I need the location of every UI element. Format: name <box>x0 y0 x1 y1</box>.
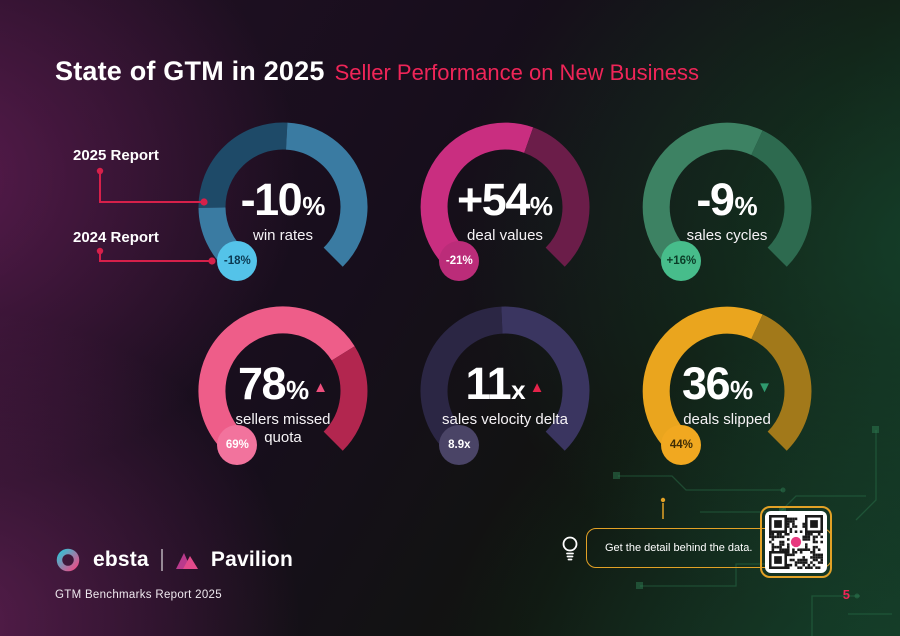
gauge-value-number: 36 <box>681 358 731 409</box>
gauge-arc <box>642 122 812 272</box>
gauge-label: deal values <box>467 227 543 244</box>
gauge-value: -10 % <box>240 174 326 225</box>
gauge-center: -10 % win rates <box>188 112 378 302</box>
gauge-value-number: -9 <box>696 174 735 225</box>
gauge-value: 78 % ▲ <box>237 358 329 409</box>
title-main: State of GTM in 2025 <box>55 56 325 86</box>
gauge-badge-2024: 69% <box>217 425 258 466</box>
gauge-value-suffix: % <box>302 191 326 221</box>
trend-up-icon: ▲ <box>313 379 329 396</box>
lightbulb-icon <box>562 536 578 561</box>
gauge-sales-cycles: -9 % sales cycles +16% <box>632 112 822 302</box>
brand-divider <box>160 549 163 571</box>
gauge-arc <box>642 306 812 456</box>
gauge-value-suffix: x <box>511 375 526 405</box>
gauge-value-number: +54 <box>457 174 530 225</box>
gauge-center: 11 x ▲ sales velocity delta <box>410 296 600 486</box>
callout-text: Get the detail behind the data. <box>605 542 753 554</box>
gauge-label: deals slipped <box>683 411 771 428</box>
gauge-label: sales cycles <box>686 227 768 244</box>
gauge-value: 11 x ▲ <box>465 358 545 409</box>
gauge-sellers-missed-quota: 78 % ▲ sellers missed quota 69% <box>188 296 378 486</box>
gauge-sales-velocity-delta: 11 x ▲ sales velocity delta 8.9x <box>410 296 600 486</box>
ebsta-wordmark: ebsta <box>93 548 149 571</box>
footer-brands: ebsta Pavilion <box>55 547 293 573</box>
gauge-arc <box>198 306 368 456</box>
gauge-badge-2024: +16% <box>661 241 702 282</box>
trend-down-icon: ▼ <box>757 379 773 396</box>
gauge-center: -9 % sales cycles <box>632 112 822 302</box>
trend-up-icon: ▲ <box>529 379 545 396</box>
gauge-deal-values: +54 % deal values -21% <box>410 112 600 302</box>
gauge-badge-2024: -18% <box>217 241 258 282</box>
gauge-value: 36 % ▼ <box>681 358 773 409</box>
gauge-arc <box>420 306 590 456</box>
page-title: State of GTM in 2025 Seller Performance … <box>55 56 699 87</box>
ebsta-logo-icon <box>56 548 80 572</box>
gauge-center: +54 % deal values <box>410 112 600 302</box>
title-subtitle: Seller Performance on New Business <box>334 60 699 85</box>
qr-code-pattern <box>769 515 823 569</box>
gauge-value-suffix: % <box>734 191 758 221</box>
legend-2024-report: 2024 Report <box>73 229 159 246</box>
gauge-value-number: -10 <box>240 174 303 225</box>
gauge-value-suffix: % <box>286 375 310 405</box>
gauge-value-number: 11 <box>465 358 512 409</box>
gauge-arc <box>420 122 590 272</box>
gauge-value-number: 78 <box>237 358 287 409</box>
gauge-badge-2024: -21% <box>439 241 480 282</box>
report-name: GTM Benchmarks Report 2025 <box>55 589 222 601</box>
gauge-label: sellers missed quota <box>235 411 331 446</box>
gauge-badge-2024: 44% <box>661 425 702 466</box>
gauge-badge-2024: 8.9x <box>439 425 480 466</box>
gauge-value-suffix: % <box>529 191 553 221</box>
qr-code <box>760 506 832 578</box>
gauge-label: sales velocity delta <box>442 411 568 428</box>
legend-2025-report: 2025 Report <box>73 147 159 164</box>
gauge-value-suffix: % <box>730 375 754 405</box>
gauge-value: -9 % <box>696 174 758 225</box>
gauge-deals-slipped: 36 % ▼ deals slipped 44% <box>632 296 822 486</box>
pavilion-logo-icon <box>175 553 198 569</box>
gauge-center: 78 % ▲ sellers missed quota <box>188 296 378 486</box>
qr-code-tile <box>765 511 827 573</box>
gauge-center: 36 % ▼ deals slipped <box>632 296 822 486</box>
gauge-value: +54 % <box>457 174 553 225</box>
page-number: 5 <box>842 587 850 602</box>
pavilion-wordmark: Pavilion <box>210 548 293 571</box>
gauge-win-rates: -10 % win rates -18% <box>188 112 378 302</box>
gauge-label: win rates <box>252 227 314 244</box>
